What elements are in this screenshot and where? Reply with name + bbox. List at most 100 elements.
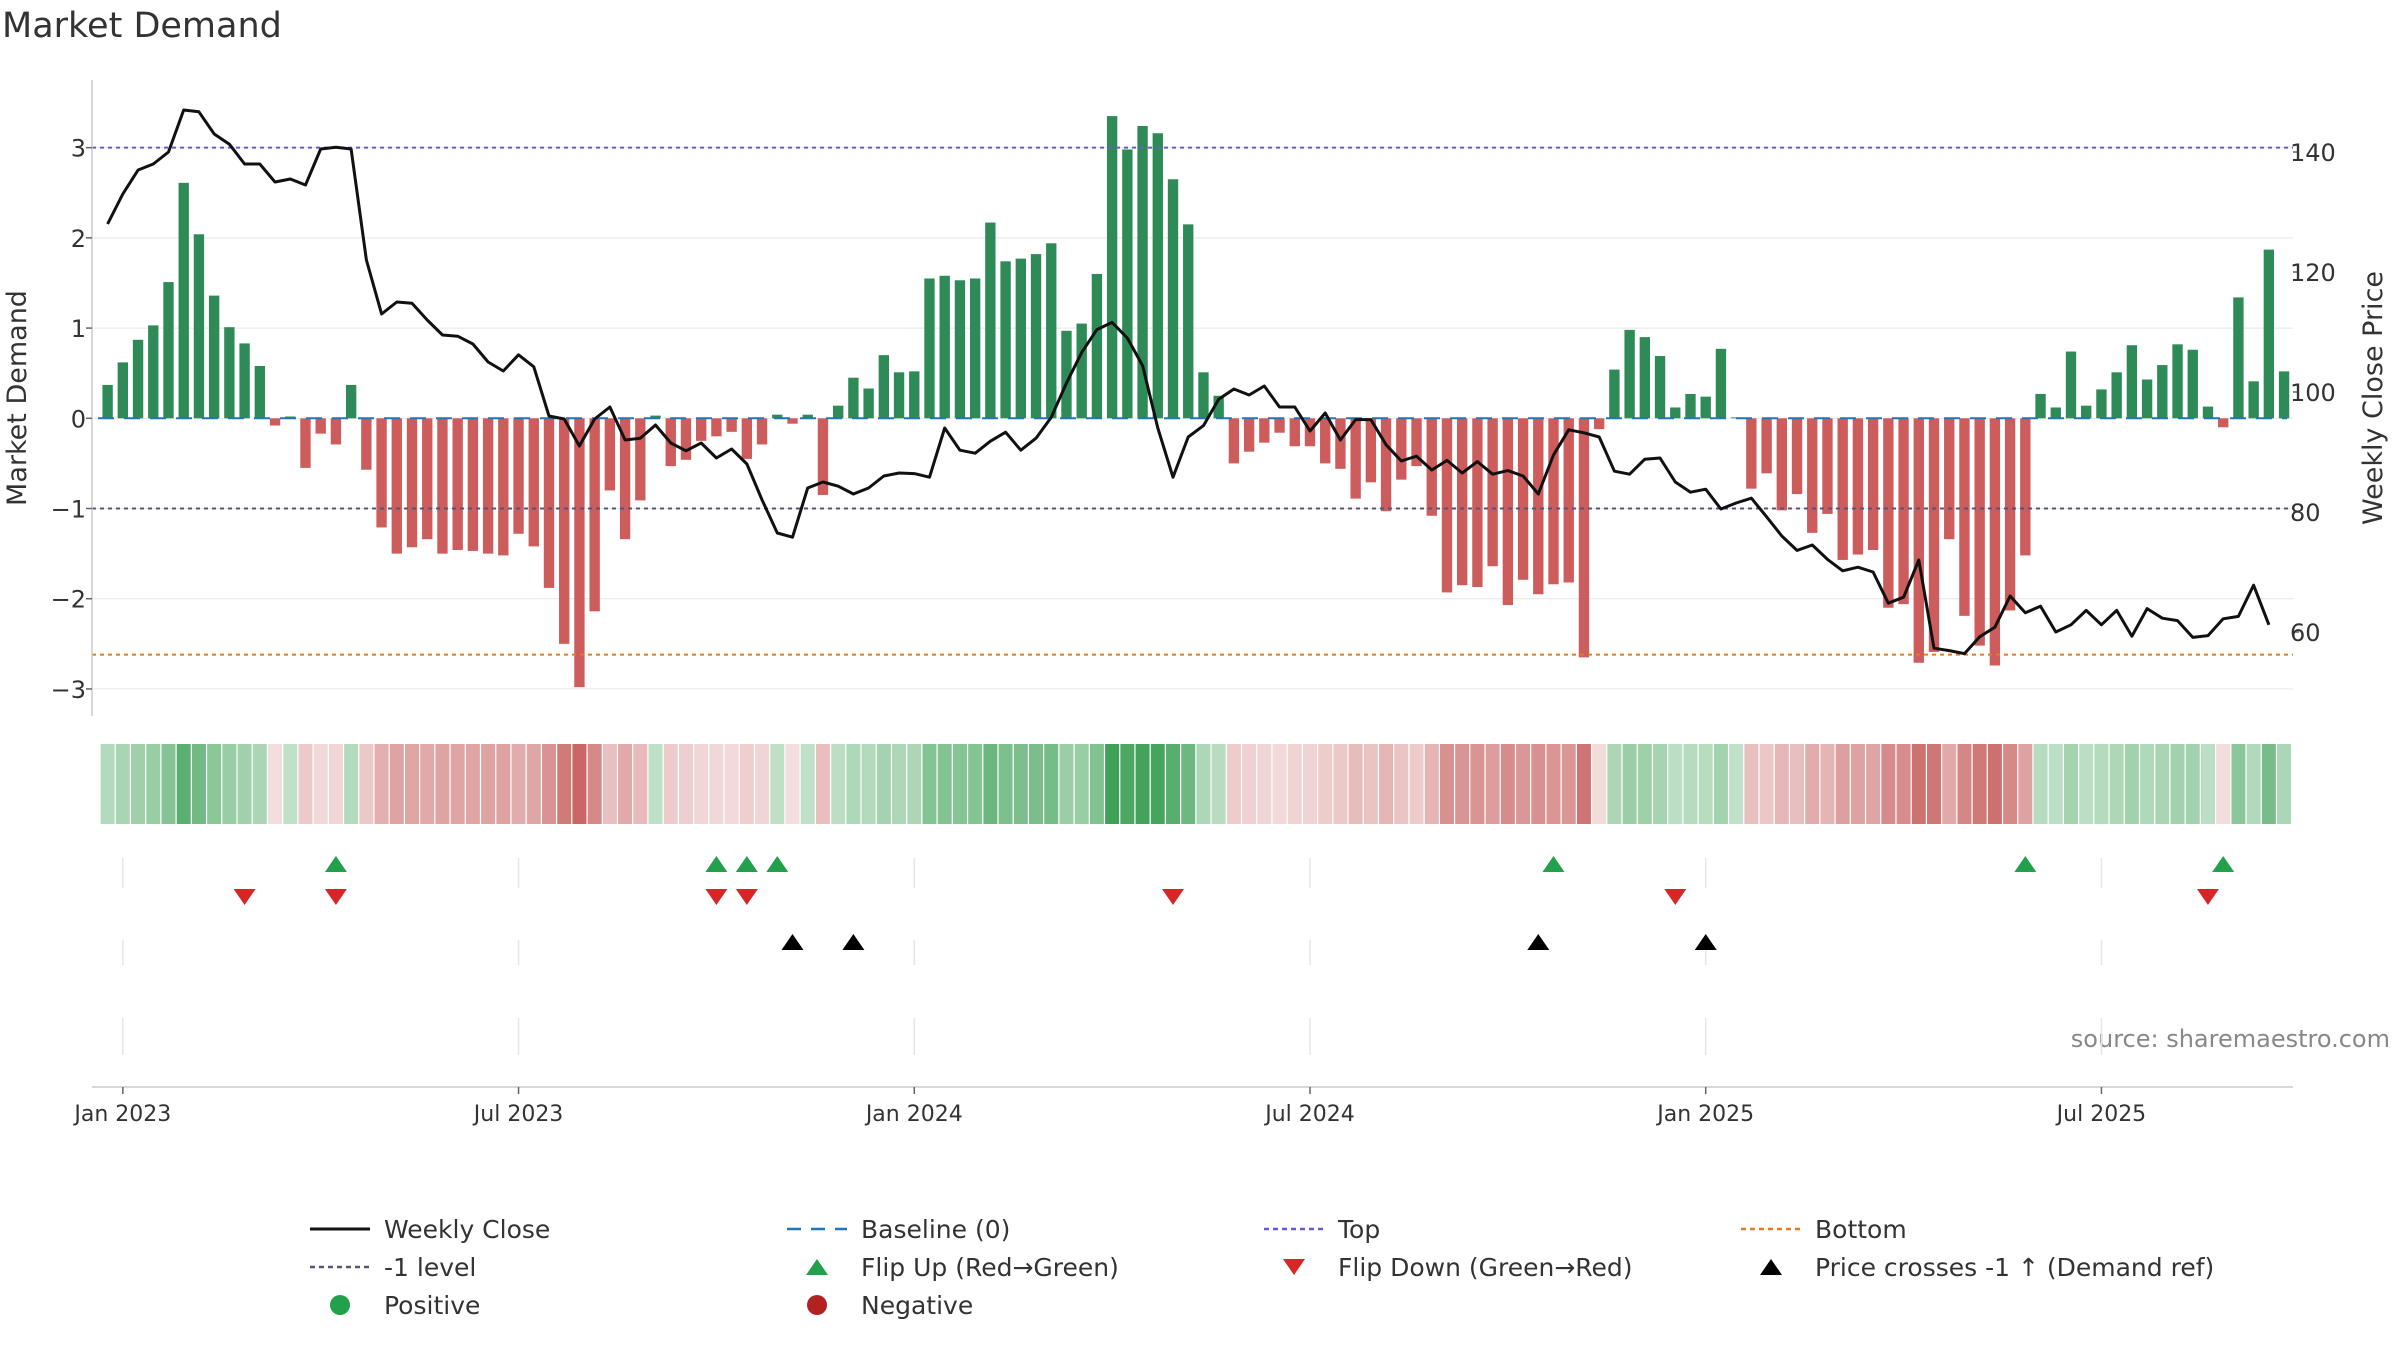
heat-cell: [633, 744, 648, 824]
heat-cell: [1196, 744, 1211, 824]
heat-cell: [283, 744, 298, 824]
heat-cell: [1683, 744, 1698, 824]
heat-cell: [176, 744, 191, 824]
negative-bar: [680, 418, 692, 460]
negative-bar: [1350, 418, 1361, 499]
negative-bar: [361, 418, 372, 470]
heat-cell: [2124, 744, 2139, 824]
negative-bar: [1761, 418, 1772, 474]
positive-bar: [1183, 224, 1194, 419]
positive-bar: [163, 282, 174, 419]
weekly-close-line: [106, 108, 2271, 656]
negative-bar: [1807, 418, 1818, 533]
flip-down-marker: [1664, 889, 1687, 905]
positive-bar: [939, 275, 950, 419]
heat-cell: [481, 744, 496, 824]
flip-down-marker: [324, 889, 347, 905]
heat-cell: [1972, 744, 1987, 824]
negative-bar: [726, 418, 737, 432]
negative-bar: [1259, 418, 1270, 443]
heat-cell: [1835, 744, 1850, 824]
negative-bar: [817, 418, 829, 495]
price-cross-marker: [781, 934, 804, 950]
heat-cell: [1044, 744, 1059, 824]
legend-label: Top: [1337, 1215, 1380, 1244]
negative-bar: [1746, 418, 1757, 489]
heat-cell: [222, 744, 237, 824]
heat-cell: [1181, 744, 1196, 824]
negative-bar: [528, 418, 539, 547]
positive-bar: [1167, 179, 1179, 419]
heat-cell: [1150, 744, 1165, 824]
negative-bar: [1533, 418, 1544, 595]
heat-cell: [831, 744, 846, 824]
positive-bar: [1046, 243, 1057, 419]
legend-label: Flip Down (Green→Red): [1338, 1253, 1633, 1282]
negative-bar: [1548, 418, 1559, 585]
heat-cell: [755, 744, 770, 824]
heat-cell: [1927, 744, 1942, 824]
heat-cell: [359, 744, 374, 824]
negative-bar: [1472, 418, 1483, 587]
positive-bar: [1670, 407, 1681, 419]
heat-cell: [161, 744, 176, 824]
positive-bar: [772, 414, 783, 419]
positive-bar: [2263, 249, 2275, 419]
heat-cell: [1439, 744, 1454, 824]
event-markers-layer: [233, 856, 2235, 950]
legend-swatch: [1760, 1259, 1782, 1275]
heat-cell: [1242, 744, 1257, 824]
heat-cell: [1698, 744, 1713, 824]
axes-layer: 3 2 1 0 −1 −2 −3 140 120 100 80 60 Jan 2023 Jul 2023 J…: [51, 80, 2336, 1127]
flip-down-marker: [705, 889, 728, 905]
negative-bar: [1502, 418, 1514, 606]
heat-cell: [1485, 744, 1500, 824]
price-cross-marker: [842, 934, 865, 950]
heat-cell: [1287, 744, 1302, 824]
y2-tick-label: 120: [2290, 259, 2336, 287]
negative-bar: [1898, 418, 1909, 605]
x-tick-label: Jan 2024: [864, 1102, 963, 1127]
heat-cell: [557, 744, 572, 824]
negative-bar: [741, 418, 753, 459]
heat-cell: [496, 744, 511, 824]
negative-bar: [1335, 418, 1346, 469]
negative-bar: [406, 418, 418, 548]
flip-down-marker: [1162, 889, 1185, 905]
negative-bar: [1243, 418, 1255, 452]
heat-cell: [907, 744, 922, 824]
heat-cell: [1805, 744, 1820, 824]
heat-cell: [1653, 744, 1668, 824]
reference-lines-layer: [92, 146, 2293, 656]
positive-bar: [1700, 396, 1711, 419]
heat-cell: [1531, 744, 1546, 824]
heat-cell: [1470, 744, 1485, 824]
legend-swatch: [807, 1295, 827, 1315]
y2-tick-label: 60: [2290, 619, 2321, 647]
heat-cell: [2003, 744, 2018, 824]
negative-bar: [1928, 418, 1940, 652]
heat-cell: [1729, 744, 1744, 824]
negative-bar: [1989, 418, 2001, 666]
negative-bar: [2218, 418, 2229, 428]
positive-bar: [2202, 406, 2214, 419]
negative-bar: [1228, 418, 1240, 464]
positive-bar: [1685, 393, 1696, 419]
legend-label: Price crosses -1 ↑ (Demand ref): [1815, 1253, 2214, 1282]
heat-cell: [450, 744, 465, 824]
heat-cell: [1318, 744, 1333, 824]
positive-bar: [2157, 365, 2168, 419]
negative-bar: [1791, 418, 1803, 495]
negative-bar: [619, 418, 631, 540]
negative-bar: [1867, 418, 1879, 551]
positive-bar: [1213, 395, 1224, 419]
heat-cell: [526, 744, 541, 824]
positive-bar: [254, 365, 265, 419]
negative-bar: [1776, 418, 1787, 511]
positive-bar: [208, 295, 220, 419]
heat-cell: [1942, 744, 1957, 824]
heat-cell: [1211, 744, 1226, 824]
negative-bar: [1517, 418, 1529, 580]
negative-bar: [543, 418, 555, 588]
negative-bar: [756, 418, 768, 445]
